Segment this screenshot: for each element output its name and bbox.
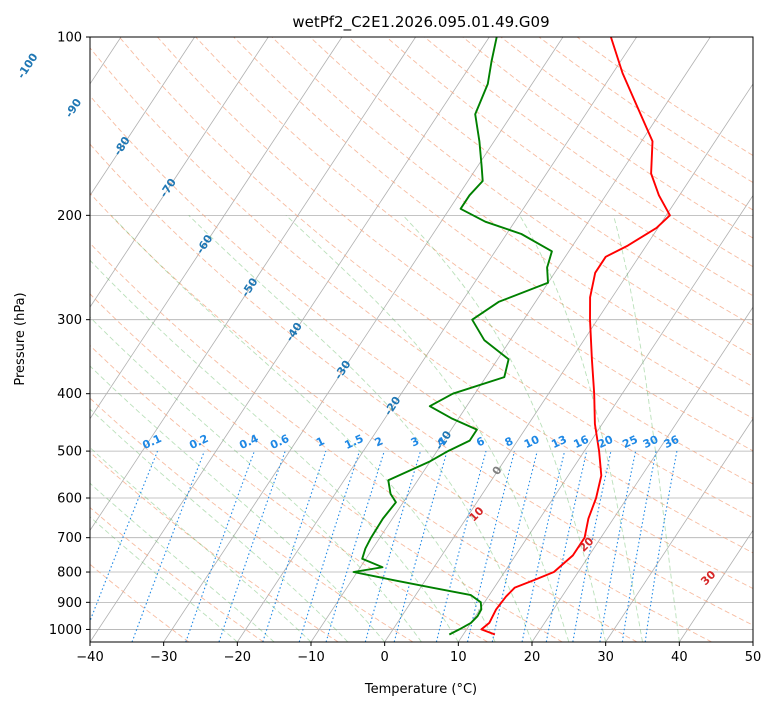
y-tick-label: 700 (57, 531, 82, 546)
moist-adiabat-line (90, 365, 386, 642)
isotherm-line (531, 306, 753, 642)
isotherm-line (457, 194, 753, 642)
moist-adiabat-line (613, 215, 680, 642)
moist-adiabat-line (90, 516, 238, 642)
x-axis-label: Temperature (°C) (364, 682, 477, 697)
x-tick-label: −30 (150, 650, 177, 665)
isotherm-line (384, 83, 753, 642)
isotherm-line (90, 37, 195, 197)
mixing-ratio-line (325, 450, 385, 642)
dry-adiabat-line (90, 47, 753, 554)
moist-adiabat-line (90, 446, 312, 642)
mixing-ratio-label: 20 (596, 433, 616, 451)
y-tick-label: 800 (57, 566, 82, 581)
temperature-profile (480, 37, 671, 636)
mixing-ratio-line (466, 450, 516, 642)
mixing-ratio-line (90, 450, 159, 623)
x-tick-label: 30 (597, 650, 614, 665)
dry-adiabat-line (90, 293, 563, 642)
dry-adiabat-line (90, 506, 264, 642)
mixing-ratio-label: 10 (522, 433, 542, 451)
dry-adiabat-line (90, 192, 712, 642)
y-tick-label: 100 (57, 31, 82, 46)
mixing-ratio-label: 16 (572, 433, 592, 451)
dry-adiabat-line (386, 37, 753, 297)
y-tick-label: 600 (57, 492, 82, 507)
mixing-ratio-line (393, 450, 448, 642)
mixing-ratio-label: 30 (641, 433, 661, 451)
moist-adiabat-line (90, 316, 422, 642)
axis-ticks: −40 −30 −20 −10 0 10 20 30 40 50 1000 900 800 700 600 5… (49, 31, 761, 666)
x-tick-label: −10 (297, 650, 324, 665)
x-tick-label: 50 (745, 650, 762, 665)
y-tick-label: 300 (57, 313, 82, 328)
isotherm-line (163, 37, 564, 642)
dry-adiabat-line (90, 242, 638, 642)
isotherm-line (90, 37, 416, 532)
chart-title: wetPf2_C2E1.2026.095.01.49.G09 (292, 13, 549, 32)
series-layer (352, 37, 671, 636)
moist-adiabat-line (110, 214, 496, 642)
y-tick-label: 400 (57, 387, 82, 402)
mixing-ratio-line (298, 450, 361, 642)
y-tick-label: 1000 (49, 623, 82, 638)
moist-adiabat-line (188, 214, 533, 642)
x-tick-label: 0 (381, 650, 389, 665)
dewpoint-profile (352, 37, 553, 636)
x-tick-label: 10 (450, 650, 467, 665)
mixing-ratio-line (364, 450, 422, 642)
mixing-ratio-line (185, 450, 255, 642)
isotherm-label: -100 (15, 51, 41, 81)
isotherm-line (605, 418, 753, 642)
mixing-ratio-line (262, 450, 327, 642)
background-lines (90, 37, 753, 642)
x-tick-label: 20 (524, 650, 541, 665)
plot-frame (89, 36, 754, 643)
isotherm-label: -90 (63, 96, 85, 120)
dry-adiabat-line (233, 37, 753, 419)
moist-adiabat-line (90, 408, 349, 642)
mixing-ratio-label: 13 (549, 433, 568, 451)
isotherm-line (90, 37, 269, 308)
x-tick-label: −20 (224, 650, 251, 665)
dry-adiabat-line (90, 143, 753, 626)
isotherm-line (236, 37, 637, 642)
moist-adiabat-line (90, 259, 459, 642)
x-tick-label: −40 (76, 650, 103, 665)
isotherm-line (752, 641, 753, 642)
isotherm-line (90, 37, 490, 642)
mixing-ratio-label: 36 (662, 433, 682, 451)
y-tick-label: 500 (57, 445, 82, 460)
dry-adiabat-line (90, 95, 753, 590)
mixing-ratio-line (218, 450, 286, 642)
y-tick-label: 900 (57, 596, 82, 611)
isotherm-line (90, 37, 343, 420)
moist-adiabat-line (90, 482, 275, 642)
isotherm-line (678, 529, 753, 642)
mixing-ratio-line (491, 450, 538, 642)
x-tick-label: 40 (671, 650, 688, 665)
dry-adiabat-line (90, 344, 488, 642)
mixing-ratio-line (521, 450, 566, 642)
plot-background (90, 37, 753, 642)
moist-adiabat-line (402, 214, 607, 642)
mixing-ratio-line (131, 450, 205, 642)
mixing-ratio-label: 25 (620, 433, 639, 451)
mixing-ratio-line (435, 450, 487, 642)
dry-adiabat-line (118, 37, 753, 519)
y-axis-label: Pressure (hPa) (13, 292, 28, 385)
y-tick-label: 200 (57, 209, 82, 224)
dry-adiabat-line (271, 37, 753, 388)
